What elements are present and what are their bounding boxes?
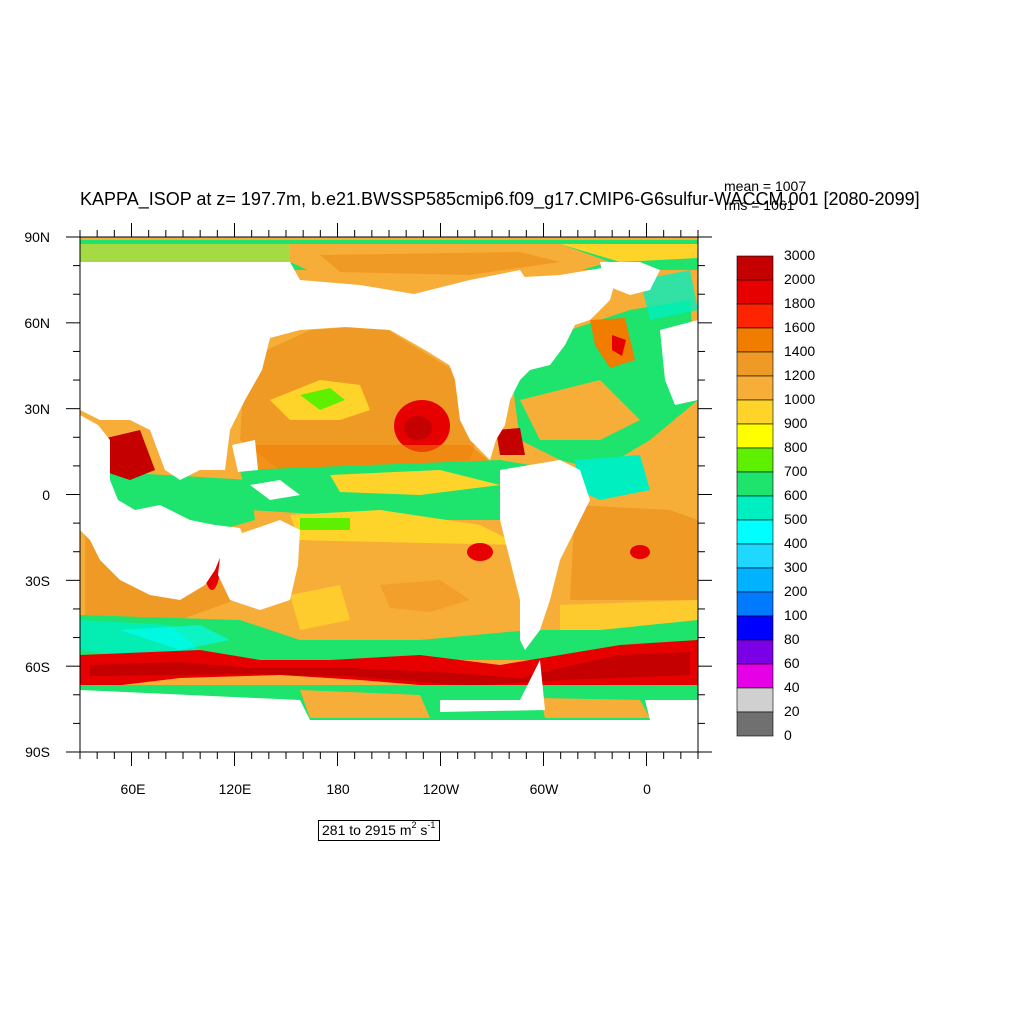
colorbar-level-label: 60	[784, 655, 800, 671]
colorbar-level-label: 200	[784, 583, 808, 599]
arabian-red	[98, 430, 155, 480]
rms-statistic: rms = 1061	[724, 197, 795, 213]
lat-label-60s: 60S	[25, 659, 50, 675]
lat-label-0: 0	[42, 487, 50, 503]
range-unit: s	[416, 822, 428, 838]
colorbar-level-label: 700	[784, 463, 808, 479]
range-sup-2: 2	[411, 820, 417, 830]
colorbar-swatch	[736, 687, 774, 713]
colorbar	[736, 255, 774, 737]
ocean-field	[80, 237, 698, 752]
longitude-ticks	[79, 223, 699, 766]
colorbar-level-label: 2000	[784, 271, 816, 287]
colorbar-level-label: 1200	[784, 367, 816, 383]
colorbar-swatch	[736, 375, 774, 401]
mean-statistic: mean = 1007	[724, 178, 807, 194]
colorbar-swatch	[736, 447, 774, 473]
tropical-atlantic-cyan	[575, 455, 650, 500]
range-sup-minus1: -1	[427, 820, 436, 830]
lon-label-120w: 120W	[422, 781, 460, 797]
colorbar-level-label: 900	[784, 415, 808, 431]
colorbar-level-label: 500	[784, 511, 808, 527]
colorbar-level-label: 20	[784, 703, 800, 719]
latitude-ticks	[66, 236, 712, 753]
colorbar-swatch	[736, 255, 774, 281]
colorbar-level-label: 600	[784, 487, 808, 503]
lon-label-120e: 120E	[218, 781, 252, 797]
colorbar-swatch	[736, 711, 774, 737]
colorbar-swatch	[736, 423, 774, 449]
colorbar-level-label: 1600	[784, 319, 816, 335]
lat-label-90n: 90N	[24, 229, 50, 245]
colorbar-level-label: 300	[784, 559, 808, 575]
colorbar-swatch	[736, 471, 774, 497]
colorbar-swatch	[736, 495, 774, 521]
lon-label-0: 0	[643, 781, 651, 797]
lon-label-60w: 60W	[529, 781, 559, 797]
lat-label-30s: 30S	[25, 573, 50, 589]
lat-label-30n: 30N	[24, 401, 50, 417]
arctic-darker	[320, 252, 560, 275]
lat-label-60n: 60N	[24, 315, 50, 331]
lat-label-90s: 90S	[25, 744, 50, 760]
colorbar-level-label: 3000	[784, 247, 816, 263]
colorbar-swatch	[736, 567, 774, 593]
colorbar-swatch	[736, 615, 774, 641]
colorbar-swatch	[736, 327, 774, 353]
range-text: 281 to 2915 m	[322, 822, 412, 838]
colorbar-level-label: 400	[784, 535, 808, 551]
colorbar-level-label: 100	[784, 607, 808, 623]
colorbar-level-label: 1800	[784, 295, 816, 311]
colorbar-level-label: 40	[784, 679, 800, 695]
plot-title: KAPPA_ISOP at z= 197.7m, b.e21.BWSSP585c…	[80, 189, 920, 209]
colorbar-swatch	[736, 639, 774, 665]
colorbar-swatch	[736, 399, 774, 425]
land-mask	[80, 262, 698, 752]
colorbar-swatch	[736, 303, 774, 329]
colorbar-level-label: 1400	[784, 343, 816, 359]
lon-label-180: 180	[326, 781, 350, 797]
colorbar-swatch	[736, 591, 774, 617]
colorbar-swatch	[736, 663, 774, 689]
colorbar-level-label: 800	[784, 439, 808, 455]
colorbar-level-label: 0	[784, 727, 792, 743]
colorbar-level-label: 1000	[784, 391, 816, 407]
colorbar-swatch	[736, 519, 774, 545]
so-green	[80, 615, 698, 660]
colorbar-level-label: 80	[784, 631, 800, 647]
colorbar-swatch	[736, 279, 774, 305]
colorbar-swatch	[736, 351, 774, 377]
colorbar-swatch	[736, 543, 774, 569]
lon-label-60e: 60E	[120, 781, 146, 797]
range-annotation: 281 to 2915 m2 s-1	[318, 820, 441, 841]
